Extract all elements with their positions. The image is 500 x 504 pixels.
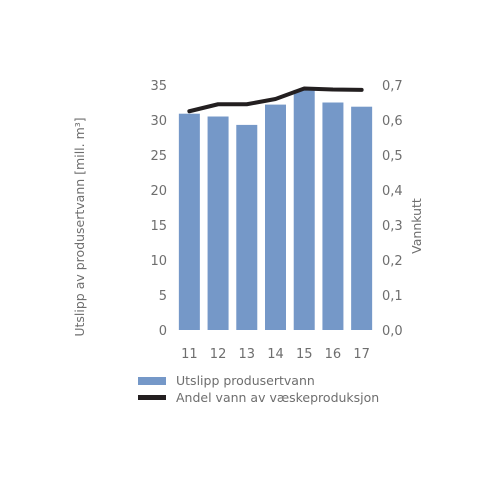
- x-tick-label: 11: [181, 347, 198, 362]
- legend-label-bars: Utslipp produsertvann: [176, 373, 315, 388]
- bar-12: [207, 116, 229, 330]
- left-axis-title: Utslipp av produsertvann [mill. m³]: [72, 117, 87, 336]
- right-axis-title: Vannkutt: [409, 198, 424, 254]
- left-tick-label: 5: [159, 289, 167, 304]
- left-tick-label: 15: [150, 219, 167, 234]
- bar-14: [265, 104, 286, 330]
- bar-16: [322, 102, 344, 330]
- line-point-17: [361, 89, 363, 91]
- legend: Utslipp produsertvann Andel vann av væsk…: [138, 373, 379, 405]
- line-point-11: [188, 110, 190, 112]
- line-point-15: [303, 88, 305, 89]
- line-point-16: [332, 89, 334, 91]
- bars-layer: [178, 89, 373, 331]
- x-tick-label: 15: [296, 347, 313, 362]
- left-axis-ticks: 0 5 10 15 20 25 30 35: [150, 79, 167, 339]
- left-tick-label: 20: [150, 184, 167, 199]
- left-tick-label: 25: [150, 149, 167, 164]
- left-tick-label: 10: [150, 254, 167, 269]
- x-tick-label: 13: [239, 347, 256, 362]
- right-tick-label: 0,7: [382, 79, 403, 94]
- x-axis-ticks: 11 12 13 14 15 16 17: [181, 347, 370, 362]
- right-tick-label: 0,0: [382, 324, 403, 339]
- right-tick-label: 0,4: [382, 184, 403, 199]
- bar-17: [351, 106, 373, 330]
- left-tick-label: 0: [159, 324, 167, 339]
- x-tick-label: 14: [267, 347, 284, 362]
- line-point-12: [217, 103, 219, 105]
- bar-13: [236, 124, 258, 331]
- x-tick-label: 12: [210, 347, 227, 362]
- right-tick-label: 0,1: [382, 289, 403, 304]
- legend-label-line: Andel vann av væskeproduksjon: [176, 390, 379, 405]
- bar-11: [178, 113, 200, 330]
- right-tick-label: 0,3: [382, 219, 403, 234]
- x-tick-label: 16: [325, 347, 342, 362]
- x-tick-label: 17: [353, 347, 370, 362]
- right-axis-ticks: 0,0 0,1 0,2 0,3 0,4 0,5 0,6 0,7: [382, 79, 403, 339]
- right-tick-label: 0,5: [382, 149, 403, 164]
- legend-swatch-bars: [138, 377, 166, 385]
- line-point-13: [246, 103, 248, 105]
- left-tick-label: 30: [150, 114, 167, 129]
- line-layer: [187, 86, 364, 114]
- bar-15: [293, 89, 315, 331]
- legend-swatch-line: [138, 395, 166, 400]
- right-tick-label: 0,2: [382, 254, 403, 269]
- line-point-14: [275, 98, 276, 100]
- right-tick-label: 0,6: [382, 114, 403, 129]
- left-tick-label: 35: [150, 79, 167, 94]
